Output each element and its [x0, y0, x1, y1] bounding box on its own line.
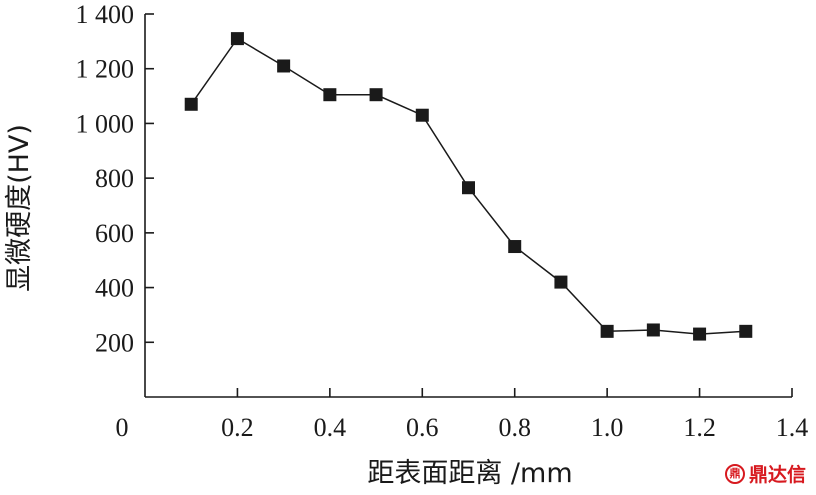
- x-tick-label: 0.8: [498, 413, 531, 442]
- y-tick-label: 1 400: [76, 0, 135, 29]
- y-axis-title: 显微硬度(HV): [4, 124, 35, 292]
- data-point-marker: [230, 32, 244, 46]
- x-tick-label: 0.6: [406, 413, 439, 442]
- y-tick-label: 1 000: [76, 109, 135, 138]
- watermark: 鼎 鼎达信: [724, 460, 806, 487]
- data-point-marker: [462, 181, 475, 195]
- data-point-marker: [646, 323, 660, 337]
- data-point-marker: [600, 324, 614, 338]
- data-point-marker: [693, 327, 707, 341]
- axes: [144, 14, 792, 398]
- x-tick-label: 0.4: [314, 413, 347, 442]
- x-axis-title: 距表面距离 /mm: [367, 458, 572, 489]
- data-point-marker: [323, 88, 337, 102]
- x-tick-label: 1.0: [591, 413, 624, 442]
- x-tick-label: 0.2: [221, 413, 254, 442]
- x-tick-label: 1.4: [776, 413, 809, 442]
- x-tick-label: 1.2: [683, 413, 716, 442]
- watermark-logo-icon: 鼎: [724, 463, 745, 484]
- y-ticks: 200 400 600 800 1 000 1 200 1 400: [76, 0, 154, 357]
- data-point-marker: [554, 275, 568, 289]
- x-ticks: 0 0.2 0.4 0.6 0.8 1.0 1.2 1.4: [116, 388, 809, 442]
- data-point-marker: [508, 240, 522, 254]
- data-point-marker: [184, 97, 198, 111]
- data-point-marker: [369, 88, 383, 102]
- series-group: [184, 32, 753, 341]
- y-tick-label: 1 200: [76, 55, 135, 84]
- y-tick-label: 800: [95, 164, 134, 193]
- data-point-marker: [277, 59, 291, 73]
- watermark-text: 鼎达信: [748, 464, 806, 486]
- y-tick-label: 200: [95, 328, 134, 357]
- x-tick-label: 0: [116, 413, 129, 442]
- y-tick-label: 600: [95, 219, 134, 248]
- y-tick-label: 400: [95, 274, 134, 303]
- data-point-marker: [415, 108, 429, 122]
- data-point-marker: [739, 324, 753, 338]
